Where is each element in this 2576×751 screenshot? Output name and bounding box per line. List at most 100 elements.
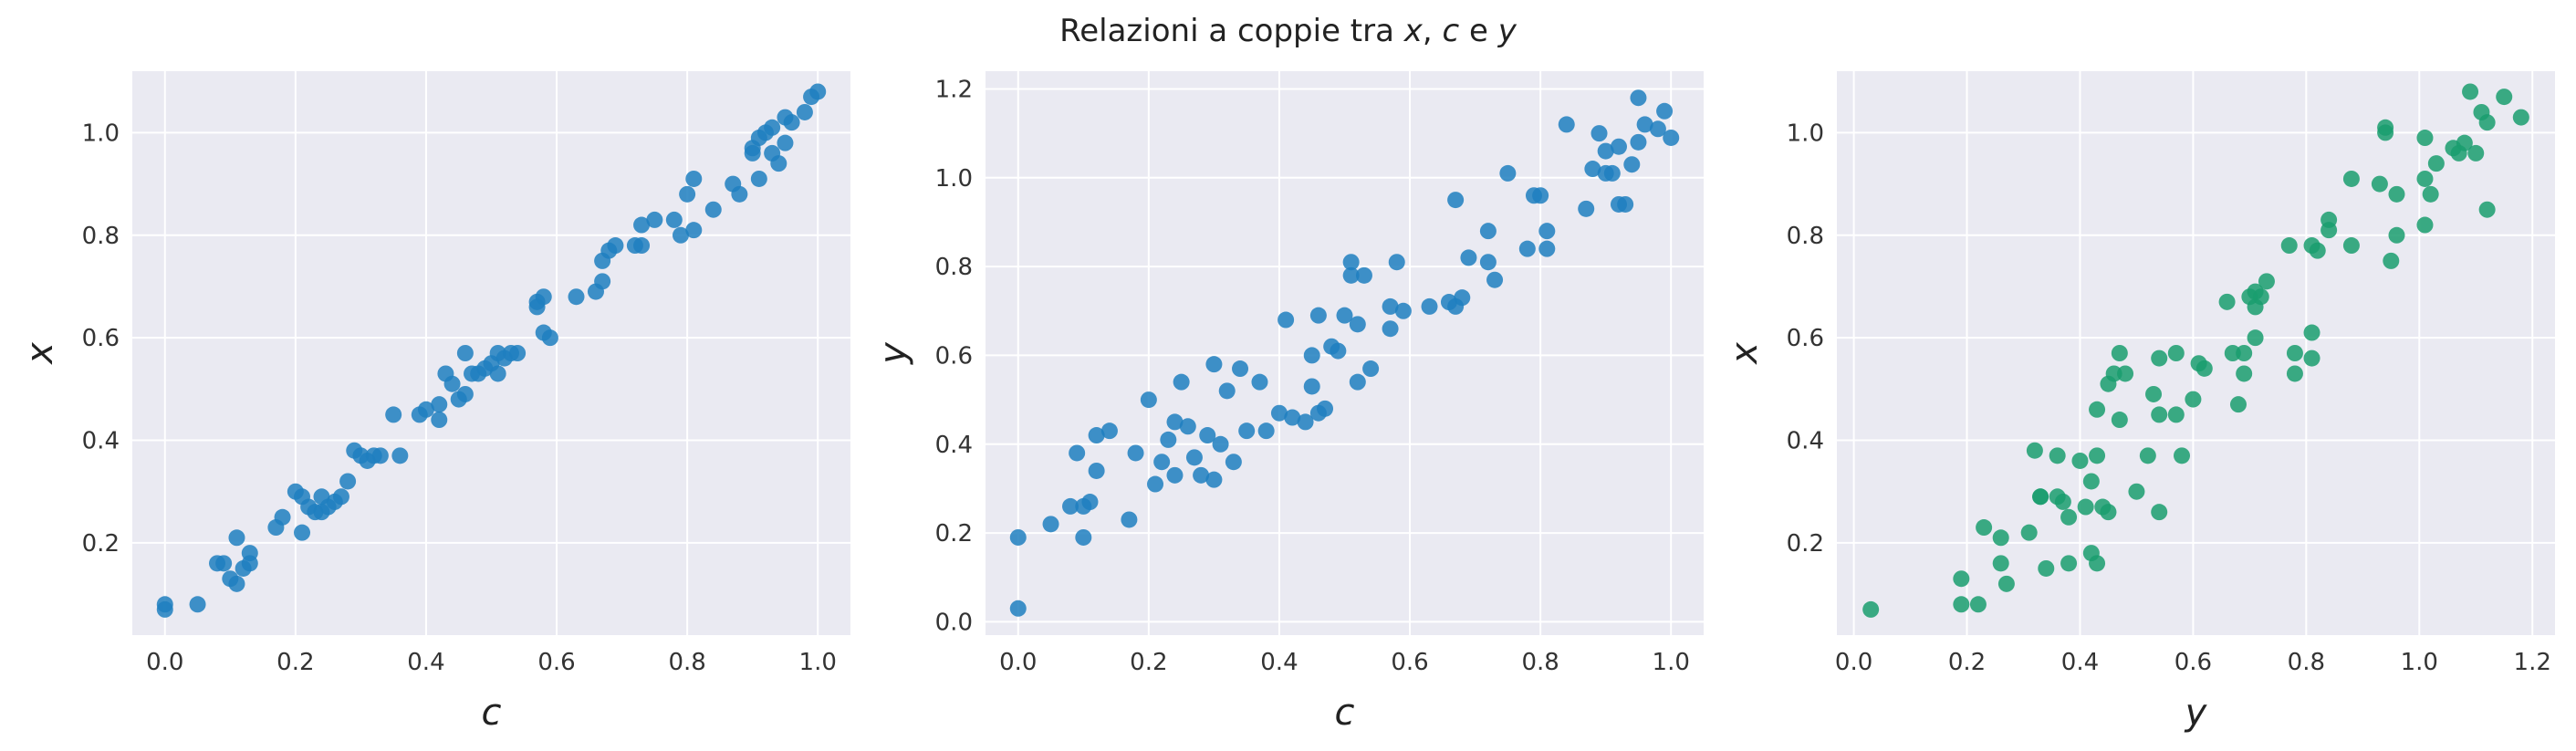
data-point: [2388, 226, 2405, 244]
y-tick-label: 0.6: [1787, 325, 1824, 352]
y-tick-label: 1.2: [935, 76, 973, 103]
data-point: [1623, 156, 1641, 173]
data-point: [2139, 447, 2156, 464]
data-point: [1147, 475, 1164, 493]
data-point: [2054, 493, 2071, 510]
data-point: [1630, 133, 1647, 151]
data-point: [1121, 511, 1138, 528]
x-axis-label: c: [482, 692, 502, 734]
scatter-panel-2: 0.0 0.2 0.4 0.6 0.8 1.0 0.0 0.2 0.4 0.6 0.8 1.0 1.2 c…: [872, 71, 1704, 734]
y-tick-label: 0.2: [82, 530, 120, 558]
data-point: [1597, 142, 1614, 160]
data-point: [1205, 471, 1223, 488]
data-point: [1388, 254, 1405, 271]
y-tick-label: 0.6: [935, 342, 973, 370]
data-point: [2167, 406, 2185, 423]
data-point: [2416, 216, 2434, 234]
data-point: [1309, 307, 1327, 324]
scatter-panel-3: 0.0 0.2 0.4 0.6 0.8 1.0 1.2 0.2 0.4 0.6 0.8 1.0 y x: [1724, 71, 2555, 734]
data-point: [2467, 144, 2485, 162]
x-axis-label: c: [1335, 692, 1355, 734]
data-point: [2167, 345, 2185, 361]
data-point: [489, 365, 506, 382]
x-tick-label: 0.2: [1948, 649, 1986, 676]
data-point: [1617, 195, 1634, 213]
data-point: [1342, 254, 1360, 271]
x-tick-label: 0.4: [407, 649, 444, 676]
data-point: [1218, 382, 1236, 400]
data-point: [431, 396, 448, 413]
data-point: [1284, 409, 1301, 426]
data-point: [1185, 449, 1203, 466]
data-point: [594, 273, 611, 290]
data-point: [2145, 385, 2163, 402]
data-point: [2247, 283, 2264, 300]
data-point: [1486, 271, 1504, 288]
data-point: [809, 83, 827, 100]
title-var-x: x: [1403, 13, 1423, 49]
data-point: [1270, 404, 1288, 422]
data-point: [1610, 138, 1627, 155]
data-point: [2388, 185, 2405, 203]
data-point: [431, 412, 448, 429]
data-point: [764, 119, 781, 136]
data-point: [1100, 422, 1118, 440]
y-axis-label: x: [1724, 342, 1766, 366]
data-point: [2185, 391, 2202, 408]
data-point: [665, 211, 683, 228]
data-point: [2371, 175, 2388, 193]
data-point: [1166, 466, 1184, 484]
data-point: [1630, 89, 1647, 107]
data-point: [568, 288, 585, 306]
data-point: [1251, 373, 1268, 391]
data-point: [1518, 240, 1536, 257]
data-point: [1953, 570, 1970, 588]
data-point: [1862, 600, 1880, 618]
y-axis-label: x: [19, 342, 61, 366]
data-point: [2190, 355, 2207, 372]
data-point: [1193, 466, 1210, 484]
y-tick-label: 0.2: [935, 520, 973, 548]
y-tick-label: 0.6: [82, 325, 120, 352]
data-point: [1663, 129, 1680, 146]
data-point: [1992, 555, 2009, 572]
data-point: [1081, 494, 1099, 511]
data-point: [228, 575, 245, 592]
data-point: [1212, 435, 1229, 453]
data-point: [2342, 237, 2360, 255]
data-point: [2218, 293, 2236, 310]
data-point: [633, 237, 651, 255]
data-point: [385, 406, 402, 423]
x-tick-label: 0.4: [1260, 649, 1298, 676]
data-point: [1075, 528, 1092, 546]
data-point: [2038, 559, 2055, 577]
data-point: [2456, 134, 2473, 151]
data-point: [417, 401, 434, 418]
data-point: [274, 508, 291, 526]
x-axis-label: y: [2185, 692, 2208, 734]
x-tick-label: 0.8: [668, 649, 705, 676]
data-point: [1656, 102, 1674, 120]
data-point: [241, 555, 258, 572]
data-point: [2071, 452, 2089, 469]
x-tick-label: 0.8: [1521, 649, 1559, 676]
data-point: [2236, 365, 2253, 382]
data-point: [2089, 447, 2106, 464]
data-point: [1179, 418, 1196, 435]
data-point: [2117, 365, 2134, 382]
data-point: [509, 345, 527, 361]
y-tick-label: 0.4: [935, 432, 973, 459]
data-point: [1590, 125, 1608, 142]
data-point: [456, 385, 474, 402]
data-point: [541, 329, 558, 347]
data-point: [1173, 373, 1190, 391]
data-point: [1649, 120, 1666, 138]
data-point: [1355, 266, 1372, 284]
data-point: [1009, 528, 1027, 546]
data-point: [2111, 412, 2128, 429]
data-point: [2462, 83, 2479, 100]
data-point: [228, 529, 245, 547]
data-point: [770, 155, 787, 172]
data-point: [1603, 164, 1621, 182]
